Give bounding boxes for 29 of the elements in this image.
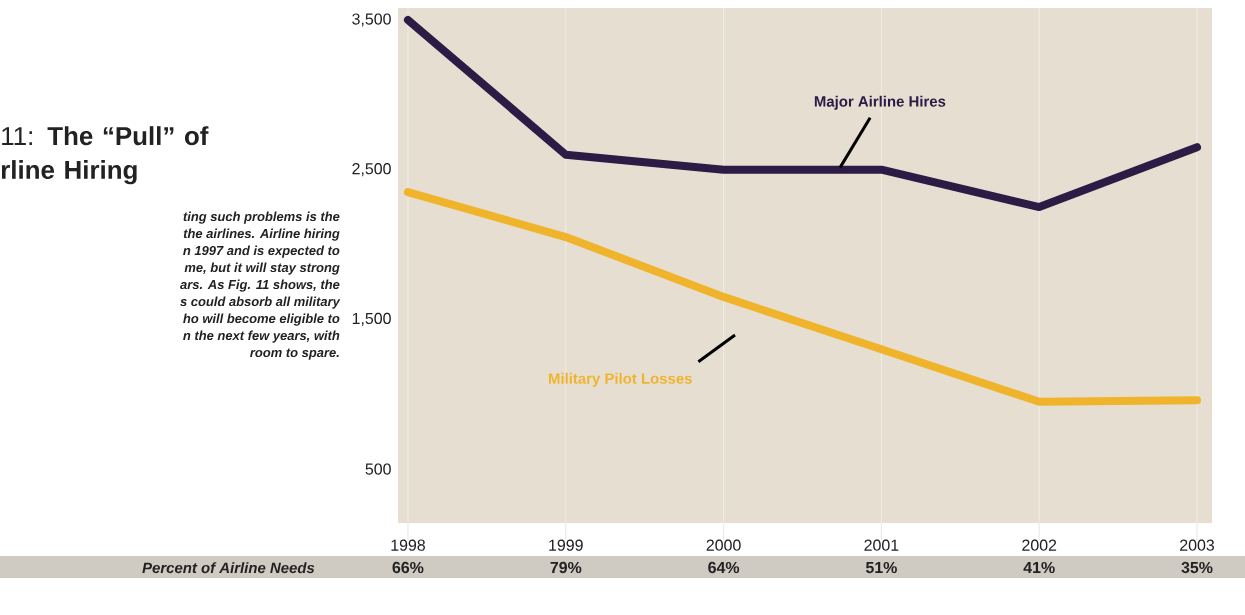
y-tick-label: 1,500 bbox=[352, 312, 391, 326]
text: n 1997 and is expected to bbox=[183, 245, 340, 258]
text: the airlines. Airline hiring bbox=[183, 228, 340, 241]
text: ars. As Fig. 11 shows, the bbox=[180, 279, 340, 292]
text: 35% bbox=[1181, 561, 1213, 574]
x-tick-label: 1999 bbox=[549, 539, 583, 551]
text: ting such problems is the bbox=[183, 211, 340, 224]
text: n the next few years, with bbox=[183, 330, 340, 343]
text: Major Airline Hires bbox=[814, 95, 946, 110]
text: s could absorb all military bbox=[180, 296, 341, 309]
text: ho will become eligible to bbox=[183, 313, 340, 326]
text: 79% bbox=[550, 561, 582, 574]
x-tick-label: 2003 bbox=[1180, 539, 1215, 551]
y-tick-label: 3,500 bbox=[352, 13, 391, 27]
text: 11: The “Pull” of rline Hiring bbox=[1, 126, 209, 185]
y-tick-label: 500 bbox=[365, 463, 391, 475]
x-tick-label: 1998 bbox=[391, 539, 425, 551]
text: 64% bbox=[708, 561, 740, 574]
text: 41% bbox=[1023, 561, 1055, 574]
text: me, but it will stay strong bbox=[184, 262, 340, 275]
text: room to spare. bbox=[250, 348, 339, 360]
y-tick-label: 2,500 bbox=[352, 163, 391, 177]
text: Percent of Airline Needs bbox=[142, 562, 315, 574]
x-tick-label: 2001 bbox=[864, 539, 899, 551]
text: 51% bbox=[865, 561, 897, 574]
x-tick-label: 2000 bbox=[706, 539, 741, 551]
text: 66% bbox=[392, 561, 424, 574]
x-tick-label: 2002 bbox=[1022, 539, 1057, 551]
text: Military Pilot Losses bbox=[548, 372, 692, 387]
